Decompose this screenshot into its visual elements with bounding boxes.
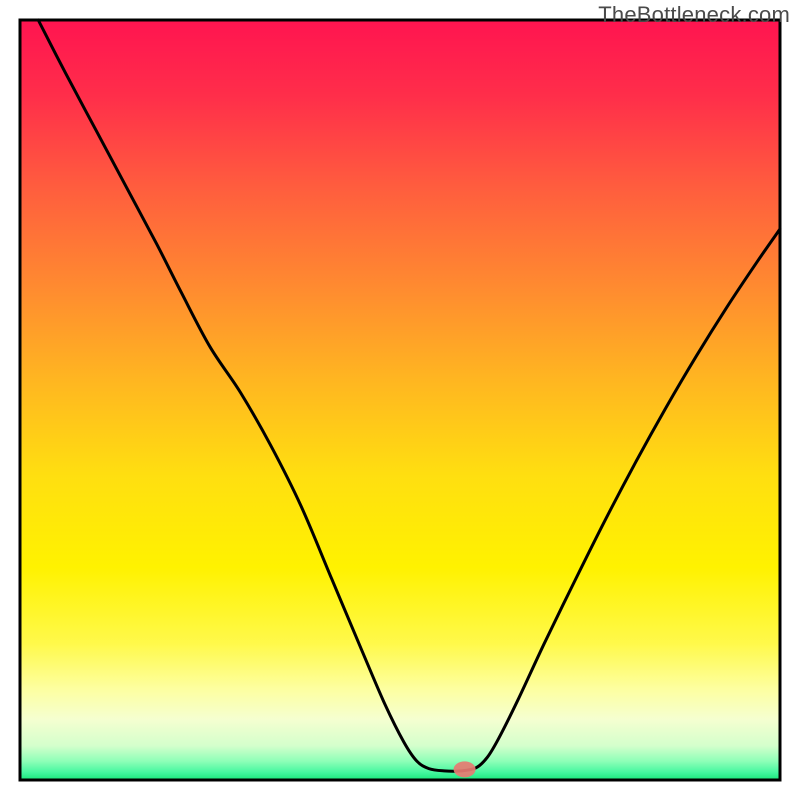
- chart-svg: [0, 0, 800, 800]
- optimal-point-marker: [454, 761, 476, 777]
- plot-background: [20, 20, 780, 780]
- watermark-text: TheBottleneck.com: [598, 2, 790, 28]
- bottleneck-chart: TheBottleneck.com: [0, 0, 800, 800]
